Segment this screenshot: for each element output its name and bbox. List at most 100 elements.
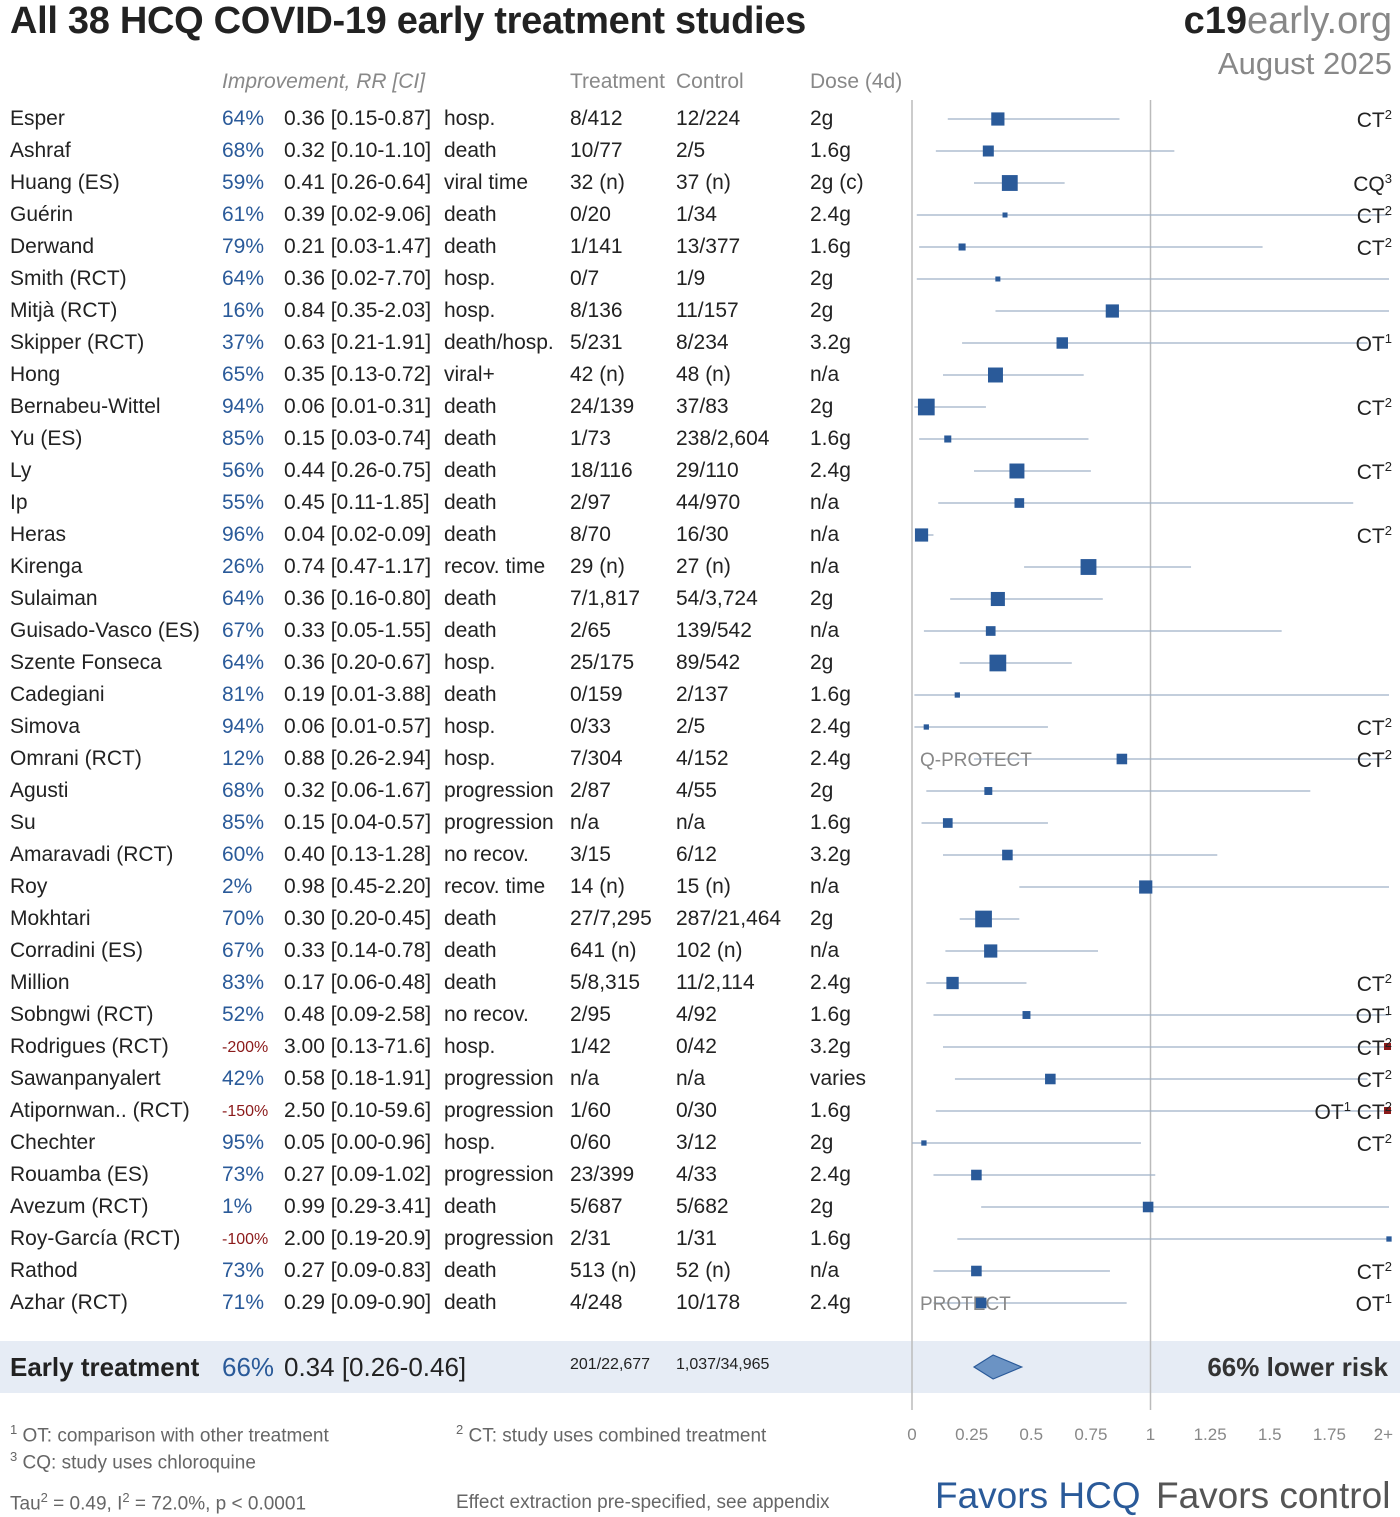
study-outcome: death bbox=[444, 587, 497, 610]
table-row: Ly 56% 0.44 [0.26-0.75] death 18/116 29/110 2.… bbox=[0, 455, 1400, 487]
header-dose: Dose (4d) bbox=[810, 70, 903, 93]
table-row: Mitjà (RCT) 16% 0.84 [0.35-2.03] hosp. 8/136… bbox=[0, 295, 1400, 327]
study-name: Szente Fonseca bbox=[10, 651, 162, 674]
study-improvement: 85% bbox=[222, 427, 265, 450]
study-rr: 0.99 [0.29-3.41] bbox=[284, 1195, 432, 1218]
study-rr: 0.04 [0.02-0.09] bbox=[284, 523, 432, 546]
study-dose: 2.4g bbox=[810, 1291, 851, 1314]
footnote-cq: 3 CQ: study uses chloroquine bbox=[10, 1449, 256, 1474]
study-treatment: 0/33 bbox=[570, 715, 611, 738]
study-control: n/a bbox=[676, 1067, 706, 1090]
study-treatment: n/a bbox=[570, 1067, 600, 1090]
study-rr: 0.48 [0.09-2.58] bbox=[284, 1003, 432, 1026]
study-name: Ip bbox=[10, 491, 28, 514]
study-improvement: 26% bbox=[222, 555, 265, 578]
study-point-marker bbox=[995, 276, 1001, 282]
study-dose: n/a bbox=[810, 875, 840, 898]
table-row: Kirenga 26% 0.74 [0.47-1.17] recov. time 29 … bbox=[0, 551, 1400, 583]
study-point-marker bbox=[987, 367, 1003, 383]
study-point-marker bbox=[1139, 880, 1153, 894]
study-rr: 0.27 [0.09-0.83] bbox=[284, 1259, 432, 1282]
study-name: Amaravadi (RCT) bbox=[10, 843, 174, 866]
site-logo[interactable]: c19early.org bbox=[1184, 0, 1392, 43]
study-control: 11/2,114 bbox=[676, 971, 755, 994]
study-name: Corradini (ES) bbox=[10, 939, 144, 962]
study-dose: 3.2g bbox=[810, 1035, 851, 1058]
study-rr: 0.36 [0.02-7.70] bbox=[284, 267, 432, 290]
study-name: Million bbox=[10, 971, 70, 994]
study-improvement: 94% bbox=[222, 715, 265, 738]
logo-bold: c19 bbox=[1183, 0, 1247, 42]
study-name: Cadegiani bbox=[10, 683, 105, 706]
study-rr: 0.63 [0.21-1.91] bbox=[284, 331, 432, 354]
study-dose: 2.4g bbox=[810, 1163, 851, 1186]
table-row: Skipper (RCT) 37% 0.63 [0.21-1.91] death/ho… bbox=[0, 327, 1400, 359]
study-outcome: hosp. bbox=[444, 107, 496, 130]
study-point-marker bbox=[1045, 1073, 1056, 1085]
study-treatment: 8/136 bbox=[570, 299, 623, 322]
study-point-marker bbox=[914, 528, 929, 542]
study-dose: 1.6g bbox=[810, 235, 851, 258]
study-dose: 2g (c) bbox=[810, 171, 864, 194]
study-name: Esper bbox=[10, 107, 65, 130]
study-control: 27 (n) bbox=[676, 555, 731, 578]
study-treatment: 0/20 bbox=[570, 203, 611, 226]
study-control: 2/137 bbox=[676, 683, 729, 706]
study-name: Azhar (RCT) bbox=[10, 1291, 128, 1314]
study-dose: 2g bbox=[810, 299, 834, 322]
study-control: 2/5 bbox=[676, 139, 706, 162]
table-row: Rodrigues (RCT) -200% 3.00 [0.13-71.6] hosp… bbox=[0, 1031, 1400, 1063]
table-row: Agusti 68% 0.32 [0.06-1.67] progression 2/87… bbox=[0, 775, 1400, 807]
study-treatment: 2/95 bbox=[570, 1003, 611, 1026]
extraction-note: Effect extraction pre-specified, see app… bbox=[456, 1492, 830, 1513]
table-row: Atipornwan.. (RCT) -150% 2.50 [0.10-59.6] p… bbox=[0, 1095, 1400, 1127]
study-note: CT2 bbox=[1356, 203, 1392, 228]
study-dose: 2g bbox=[810, 587, 834, 610]
study-improvement: 60% bbox=[222, 843, 265, 866]
study-name: Heras bbox=[10, 523, 67, 546]
study-rr: 0.33 [0.05-1.55] bbox=[284, 619, 432, 642]
study-treatment: 641 (n) bbox=[570, 939, 637, 962]
study-control: 13/377 bbox=[676, 235, 741, 258]
study-outcome: recov. time bbox=[444, 555, 546, 578]
study-control: 3/12 bbox=[676, 1131, 717, 1154]
table-row: Rathod 73% 0.27 [0.09-0.83] death 513 (n) 52 … bbox=[0, 1255, 1400, 1287]
study-outcome: death bbox=[444, 1291, 497, 1314]
study-dose: n/a bbox=[810, 619, 840, 642]
study-point-marker bbox=[944, 435, 952, 443]
study-point-marker bbox=[971, 1169, 982, 1181]
study-name: Yu (ES) bbox=[10, 427, 83, 450]
study-rr: 2.00 [0.19-20.9] bbox=[284, 1227, 432, 1250]
study-improvement: -150% bbox=[222, 1103, 269, 1120]
study-outcome: death/hosp. bbox=[444, 331, 554, 354]
study-note: CT2 bbox=[1356, 715, 1392, 740]
study-rr: 0.36 [0.20-0.67] bbox=[284, 651, 432, 674]
study-dose: varies bbox=[810, 1067, 867, 1090]
table-row: Derwand 79% 0.21 [0.03-1.47] death 1/141 13/3… bbox=[0, 231, 1400, 263]
study-dose: 2g bbox=[810, 907, 834, 930]
table-row: Avezum (RCT) 1% 0.99 [0.29-3.41] death 5/687… bbox=[0, 1191, 1400, 1223]
study-dose: 2g bbox=[810, 107, 834, 130]
study-improvement: 67% bbox=[222, 939, 265, 962]
study-control: 44/970 bbox=[676, 491, 741, 514]
study-treatment: 2/65 bbox=[570, 619, 611, 642]
study-outcome: hosp. bbox=[444, 651, 496, 674]
study-name: Roy-García (RCT) bbox=[10, 1227, 181, 1250]
study-outcome: hosp. bbox=[444, 267, 496, 290]
study-rr: 0.45 [0.11-1.85] bbox=[284, 491, 430, 514]
study-outcome: no recov. bbox=[444, 1003, 529, 1026]
summary-label: Early treatment bbox=[10, 1352, 200, 1382]
study-control: 8/234 bbox=[676, 331, 729, 354]
study-improvement: 83% bbox=[222, 971, 265, 994]
table-row: Heras 96% 0.04 [0.02-0.09] death 8/70 16/30 n/… bbox=[0, 519, 1400, 551]
study-point-marker bbox=[1142, 1201, 1154, 1213]
study-rr: 0.88 [0.26-2.94] bbox=[284, 747, 432, 770]
study-rr: 0.33 [0.14-0.78] bbox=[284, 939, 432, 962]
table-row: Ashraf 68% 0.32 [0.10-1.10] death 10/77 2/5 1.… bbox=[0, 135, 1400, 167]
study-control: 0/42 bbox=[676, 1035, 717, 1058]
study-treatment: 25/175 bbox=[570, 651, 635, 674]
table-row: Corradini (ES) 67% 0.33 [0.14-0.78] death 64… bbox=[0, 935, 1400, 967]
study-treatment: 8/70 bbox=[570, 523, 611, 546]
study-name: Chechter bbox=[10, 1131, 96, 1154]
trial-tag-label: PROTECT bbox=[920, 1294, 1011, 1315]
